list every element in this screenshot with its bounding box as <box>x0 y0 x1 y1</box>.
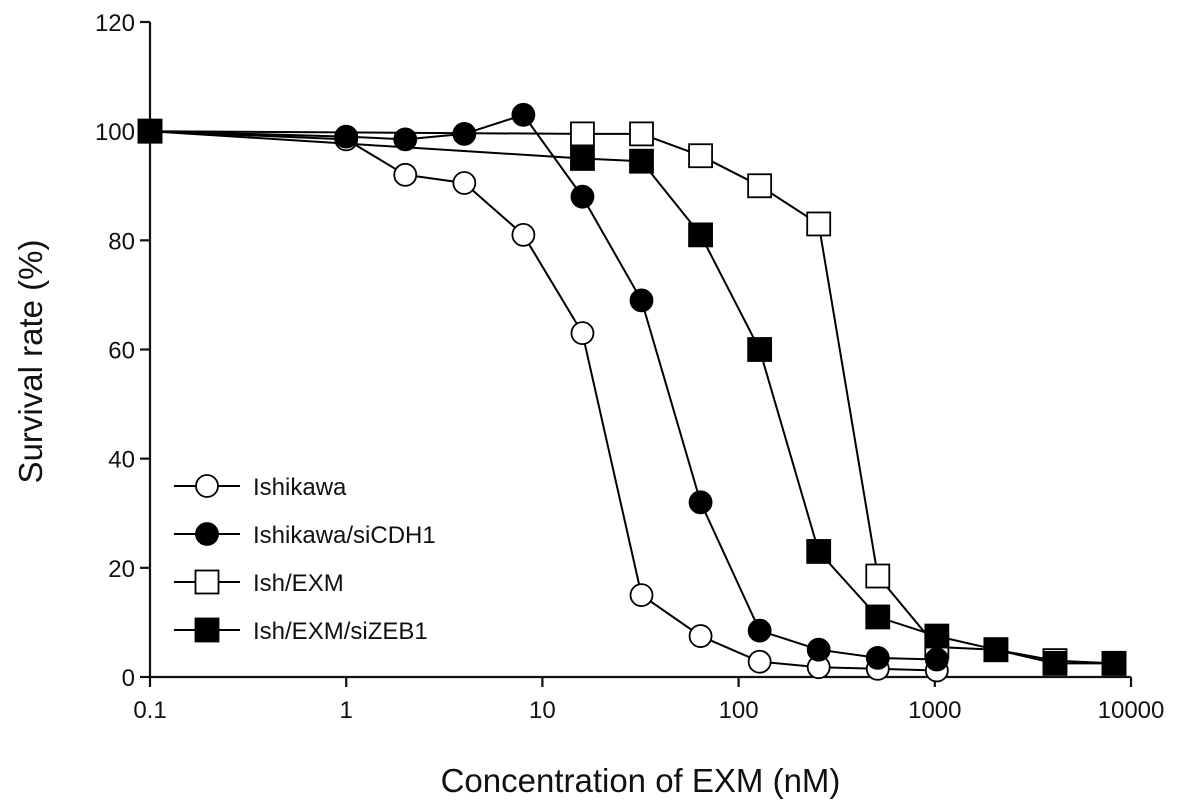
data-point <box>137 118 163 144</box>
y-tick-label: 40 <box>108 447 135 474</box>
data-point <box>924 647 949 672</box>
y-tick-label: 20 <box>108 556 135 583</box>
data-point <box>570 146 595 171</box>
x-axis-label: Concentration of EXM (nM) <box>441 762 841 799</box>
x-tick-label: 10 <box>529 697 556 724</box>
x-tick-label: 1 <box>340 697 353 724</box>
x-tick-label: 0.1 <box>133 697 166 724</box>
data-point <box>865 563 891 589</box>
y-tick-label: 0 <box>122 665 135 692</box>
legend-label: Ishikawa <box>253 474 347 501</box>
data-point <box>688 143 713 169</box>
data-point <box>688 222 713 248</box>
data-point <box>511 222 536 247</box>
data-point <box>393 162 418 187</box>
data-point <box>688 624 713 648</box>
data-point <box>570 321 595 346</box>
legend-marker <box>195 522 219 546</box>
axes: 0 20 40 60 80 100 120 0.1 1 10 100 1000 10000 <box>95 10 1164 724</box>
x-tick-label: 100 <box>719 697 759 724</box>
legend-marker <box>194 569 220 595</box>
data-point <box>629 148 654 174</box>
data-point <box>688 490 713 515</box>
data-point <box>1101 650 1127 676</box>
y-tick-label: 60 <box>108 338 135 365</box>
data-point <box>747 173 773 199</box>
data-point <box>865 645 890 670</box>
data-point <box>747 649 772 674</box>
y-axis-label: Survival rate (%) <box>12 240 49 484</box>
data-point <box>747 618 772 643</box>
series-layer <box>137 102 1127 683</box>
data-point <box>1042 650 1068 676</box>
legend-marker <box>195 474 219 498</box>
data-point <box>452 171 477 195</box>
data-point <box>334 124 359 149</box>
data-point <box>806 211 832 237</box>
legend-marker <box>194 617 220 643</box>
data-point <box>629 121 654 147</box>
data-point <box>983 637 1009 663</box>
legend-label: Ishikawa/siCDH1 <box>253 522 436 549</box>
x-tick-label: 10000 <box>1098 697 1165 724</box>
data-point <box>511 102 536 127</box>
y-tick-label: 120 <box>95 10 135 37</box>
data-point <box>747 337 773 362</box>
data-point <box>393 127 418 152</box>
legend: Ishikawa Ishikawa/siCDH1 Ish/EXM Ish/EXM/si… <box>174 474 436 645</box>
legend-label: Ish/EXM <box>253 570 344 597</box>
data-point <box>924 623 950 649</box>
y-tick-label: 100 <box>95 119 135 146</box>
data-point <box>452 121 477 146</box>
x-tick-label: 1000 <box>908 697 961 724</box>
data-point <box>570 121 595 147</box>
y-tick-label: 80 <box>108 228 135 255</box>
data-point <box>806 539 832 564</box>
legend-label: Ish/EXM/siZEB1 <box>253 618 428 645</box>
data-point <box>806 637 831 662</box>
data-point <box>865 604 891 630</box>
data-point <box>629 583 654 608</box>
data-point <box>629 288 654 313</box>
data-point <box>570 184 595 209</box>
